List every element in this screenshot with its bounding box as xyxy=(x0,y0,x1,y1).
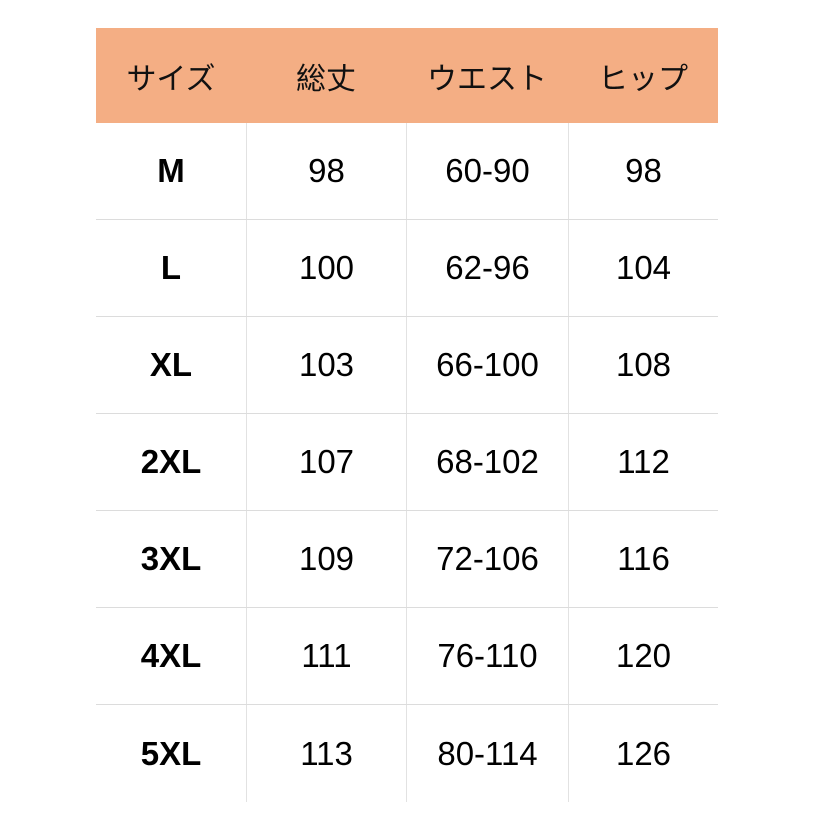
hip-cell: 126 xyxy=(568,705,718,802)
hip-cell: 112 xyxy=(568,414,718,510)
length-cell: 98 xyxy=(246,123,406,219)
header-size: サイズ xyxy=(126,61,216,97)
length-cell: 113 xyxy=(246,705,406,802)
hip-cell: 98 xyxy=(568,123,718,219)
waist-cell: 62-96 xyxy=(406,220,568,316)
size-cell: M xyxy=(157,152,185,189)
hip-cell: 120 xyxy=(568,608,718,704)
length-cell: 107 xyxy=(246,414,406,510)
header-hip: ヒップ xyxy=(598,61,688,97)
length-cell: 100 xyxy=(246,220,406,316)
table-row: M 98 60-90 98 xyxy=(96,123,718,220)
header-waist: ウエスト xyxy=(427,61,547,97)
waist-cell: 72-106 xyxy=(406,511,568,607)
length-cell: 109 xyxy=(246,511,406,607)
size-cell: 3XL xyxy=(140,540,202,577)
hip-cell: 116 xyxy=(568,511,718,607)
size-cell: L xyxy=(160,249,182,286)
hip-cell: 104 xyxy=(568,220,718,316)
size-cell: XL xyxy=(149,346,193,383)
table-header: サイズ 総丈 ウエスト ヒップ xyxy=(96,28,718,123)
waist-cell: 80-114 xyxy=(406,705,568,802)
size-cell: 2XL xyxy=(140,443,202,480)
size-cell: 4XL xyxy=(140,637,202,674)
waist-cell: 68-102 xyxy=(406,414,568,510)
waist-cell: 66-100 xyxy=(406,317,568,413)
table-body: M 98 60-90 98 L 100 62-96 104 XL 103 66-100 108 2XL 1… xyxy=(96,123,718,802)
size-chart-table: サイズ 総丈 ウエスト ヒップ M 98 60-90 98 L 100 62-96 104 XL… xyxy=(96,28,718,802)
length-cell: 111 xyxy=(246,608,406,704)
length-cell: 103 xyxy=(246,317,406,413)
size-cell: 5XL xyxy=(140,734,202,772)
table-row: 5XL 113 80-114 126 xyxy=(96,705,718,802)
waist-cell: 76-110 xyxy=(406,608,568,704)
table-row: 4XL 111 76-110 120 xyxy=(96,608,718,705)
table-row: 3XL 109 72-106 116 xyxy=(96,511,718,608)
table-row: L 100 62-96 104 xyxy=(96,220,718,317)
table-row: 2XL 107 68-102 112 xyxy=(96,414,718,511)
waist-cell: 60-90 xyxy=(406,123,568,219)
header-length: 総丈 xyxy=(296,61,356,97)
table-row: XL 103 66-100 108 xyxy=(96,317,718,414)
hip-cell: 108 xyxy=(568,317,718,413)
